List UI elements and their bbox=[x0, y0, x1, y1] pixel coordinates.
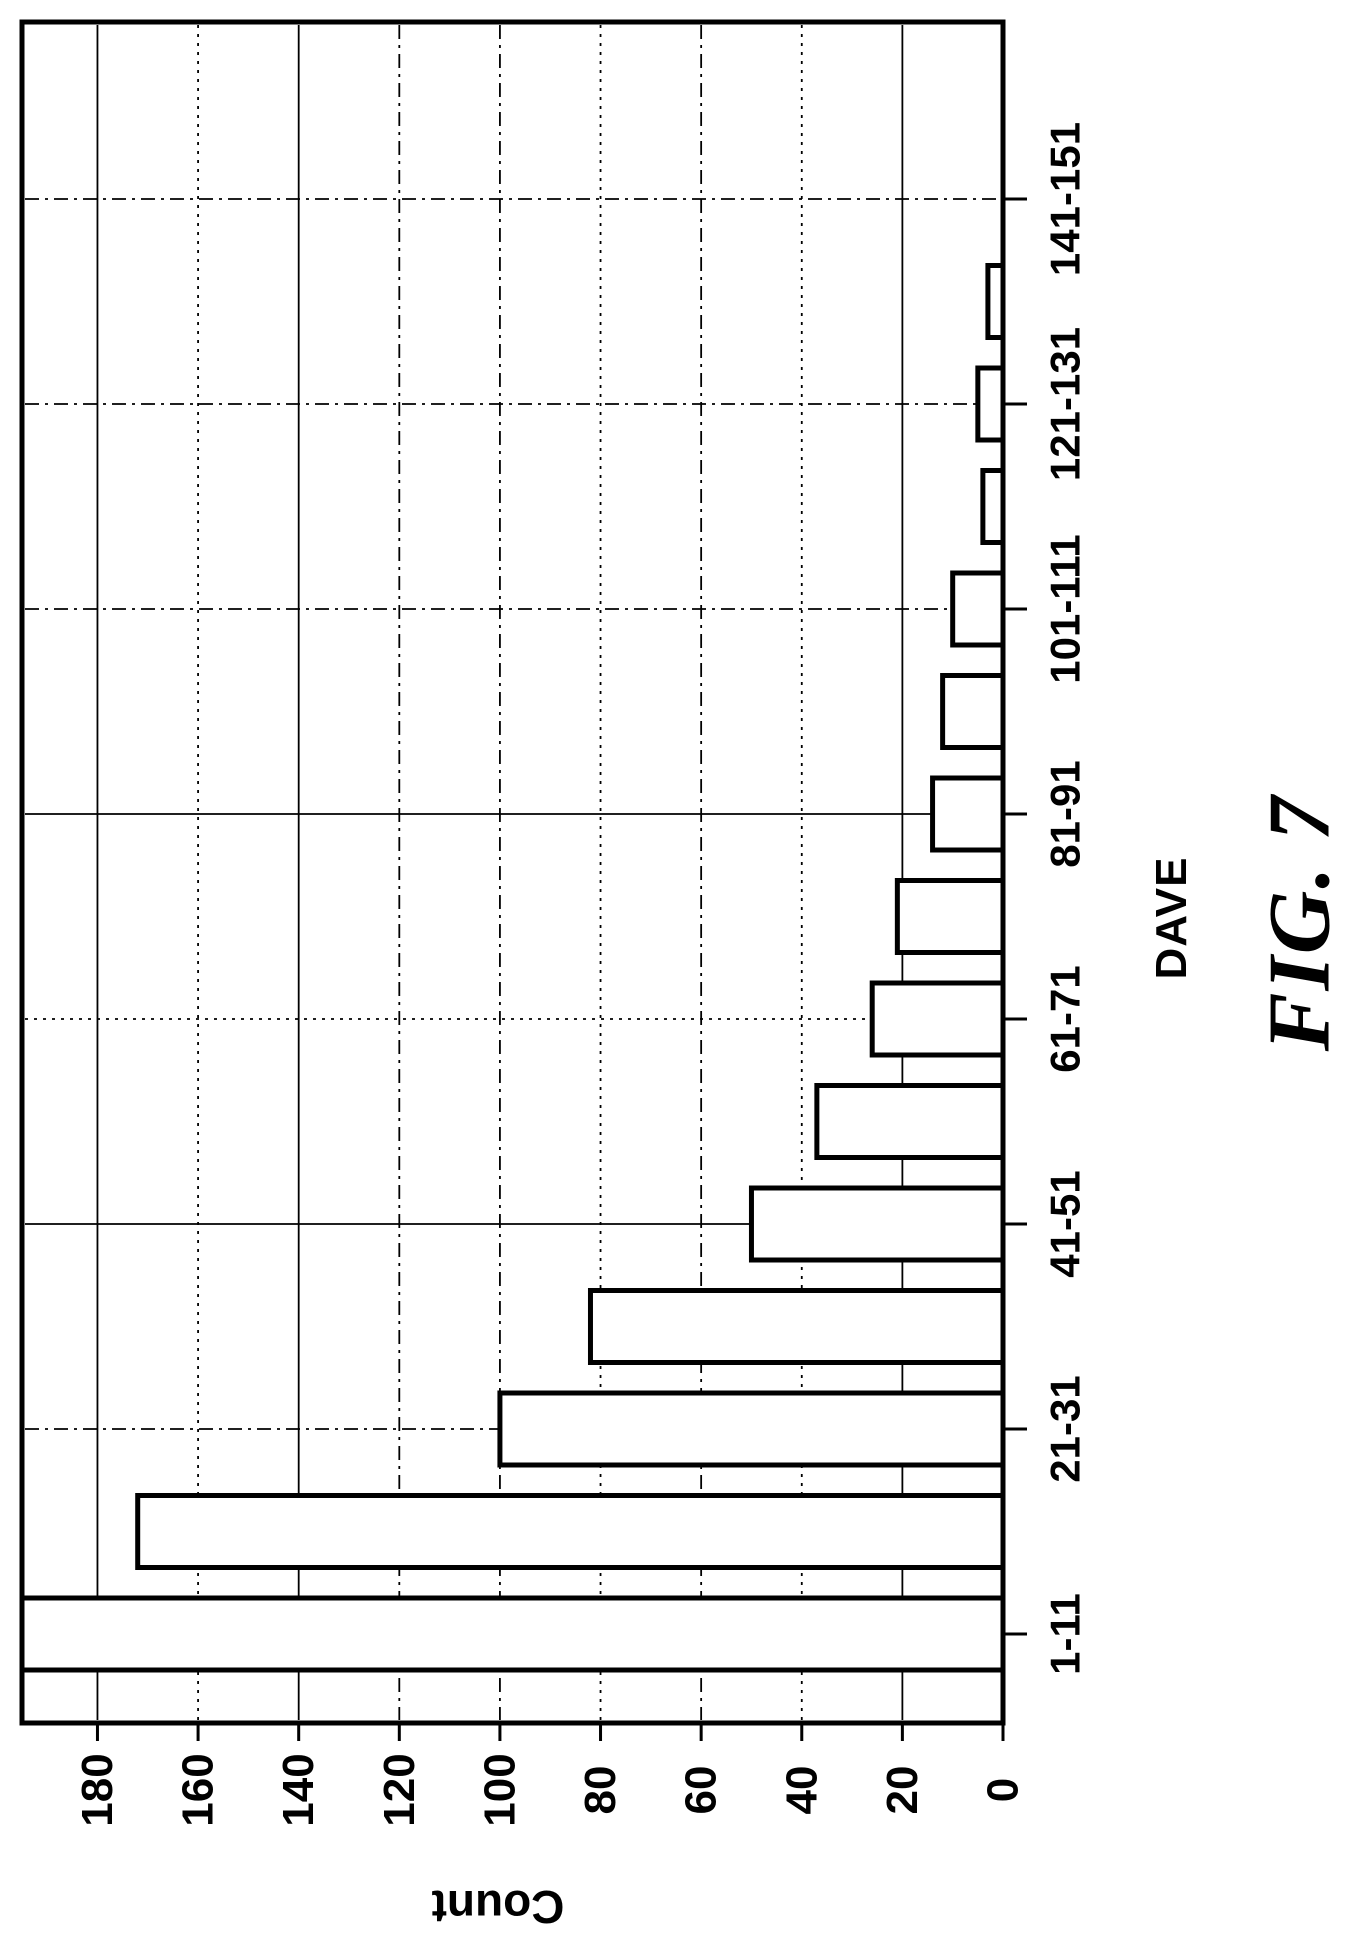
category-tick-label-141-151: 141-151 bbox=[1042, 122, 1089, 276]
bar-1-11 bbox=[19, 1595, 1006, 1673]
category-tick-label-1-11: 1-11 bbox=[1042, 1593, 1089, 1675]
value-tick-label-60: 60 bbox=[677, 1766, 726, 1815]
bar-121-131 bbox=[975, 365, 1006, 443]
category-tick-label-101-111: 101-111 bbox=[1042, 534, 1089, 684]
bar-11-21 bbox=[135, 1493, 1006, 1570]
value-tick-label-20: 20 bbox=[878, 1766, 927, 1815]
category-tick-label-81-91: 81-91 bbox=[1042, 760, 1089, 867]
bar-41-51 bbox=[748, 1185, 1006, 1263]
bar-31-41 bbox=[587, 1288, 1006, 1365]
category-tick-label-21-31: 21-31 bbox=[1042, 1375, 1089, 1482]
value-tick-label-140: 140 bbox=[274, 1753, 323, 1826]
bar-111-121 bbox=[980, 468, 1006, 545]
value-tick-label-180: 180 bbox=[73, 1753, 122, 1826]
value-tick-label-0: 0 bbox=[979, 1778, 1028, 1802]
plot-frame bbox=[19, 19, 1006, 1726]
bar-81-91 bbox=[930, 775, 1006, 853]
dave-axis-title: DAVE bbox=[1147, 856, 1196, 980]
bar-101-111 bbox=[950, 570, 1006, 648]
category-tick-label-61-71: 61-71 bbox=[1042, 965, 1089, 1072]
bar-61-71 bbox=[869, 980, 1006, 1058]
bar-91-101 bbox=[940, 673, 1006, 750]
value-tick-label-160: 160 bbox=[174, 1753, 223, 1826]
figure-caption: FIG. 7 bbox=[1251, 794, 1349, 1052]
bar-21-31 bbox=[497, 1390, 1006, 1468]
value-tick-label-120: 120 bbox=[375, 1753, 424, 1826]
category-tick-label-41-51: 41-51 bbox=[1042, 1170, 1089, 1277]
value-tick-label-80: 80 bbox=[576, 1766, 625, 1815]
value-tick-label-40: 40 bbox=[777, 1766, 826, 1815]
bar-71-81 bbox=[894, 878, 1006, 955]
count-axis-title: Count bbox=[431, 1881, 565, 1933]
category-tick-label-121-131: 121-131 bbox=[1042, 327, 1089, 481]
bar-51-61 bbox=[814, 1083, 1006, 1160]
value-tick-label-100: 100 bbox=[475, 1753, 524, 1826]
